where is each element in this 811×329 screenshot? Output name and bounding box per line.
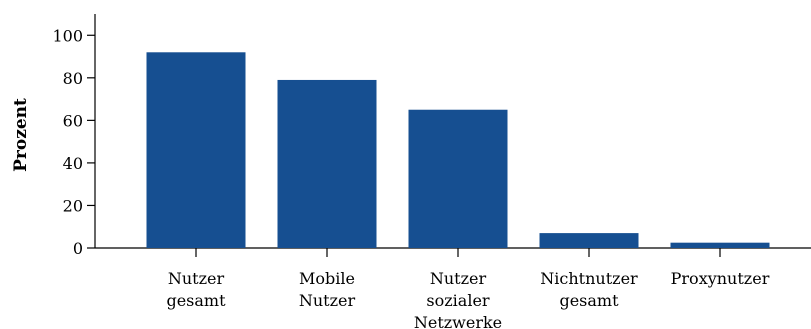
bars: [146, 52, 770, 249]
y-axis-label: Prozent: [11, 98, 31, 172]
x-tick-label-line: Nichtnutzer: [540, 269, 638, 288]
bar: [277, 79, 377, 248]
x-tick-label: Nutzer gesamt: [166, 269, 226, 310]
x-tick-label-line: gesamt: [559, 291, 619, 310]
y-tick-label: 0: [73, 239, 83, 258]
x-tick-label-line: Nutzer: [299, 291, 356, 310]
y-tick-label: 60: [63, 111, 83, 130]
bar: [539, 233, 639, 248]
x-ticks: Nutzer gesamt Mobile Nutzer Nutzer sozialer Ne…: [166, 248, 770, 329]
x-tick-label-line: Nutzer: [430, 269, 487, 288]
y-ticks: 0 20 40 60 80 100: [52, 26, 95, 258]
bar: [670, 242, 770, 248]
x-tick-label: Mobile Nutzer: [299, 269, 356, 310]
y-tick-label: 20: [63, 196, 83, 215]
y-tick-label: 100: [52, 26, 83, 45]
x-tick-label-line: Proxynutzer: [671, 269, 770, 288]
y-tick-label: 80: [63, 69, 83, 88]
x-tick-label-line: sozialer: [426, 291, 490, 310]
x-tick-label-line: Mobile: [299, 269, 355, 288]
x-tick-label: Proxynutzer: [671, 269, 770, 288]
bar: [408, 109, 508, 249]
bar: [146, 52, 246, 248]
x-tick-label: Nutzer sozialer Netzwerke: [414, 269, 502, 329]
x-tick-label-line: Nutzer: [168, 269, 225, 288]
x-tick-label-line: Netzwerke: [414, 313, 502, 329]
x-tick-label-line: gesamt: [166, 291, 226, 310]
x-tick-label: Nichtnutzer gesamt: [540, 269, 638, 310]
y-tick-label: 40: [63, 154, 83, 173]
